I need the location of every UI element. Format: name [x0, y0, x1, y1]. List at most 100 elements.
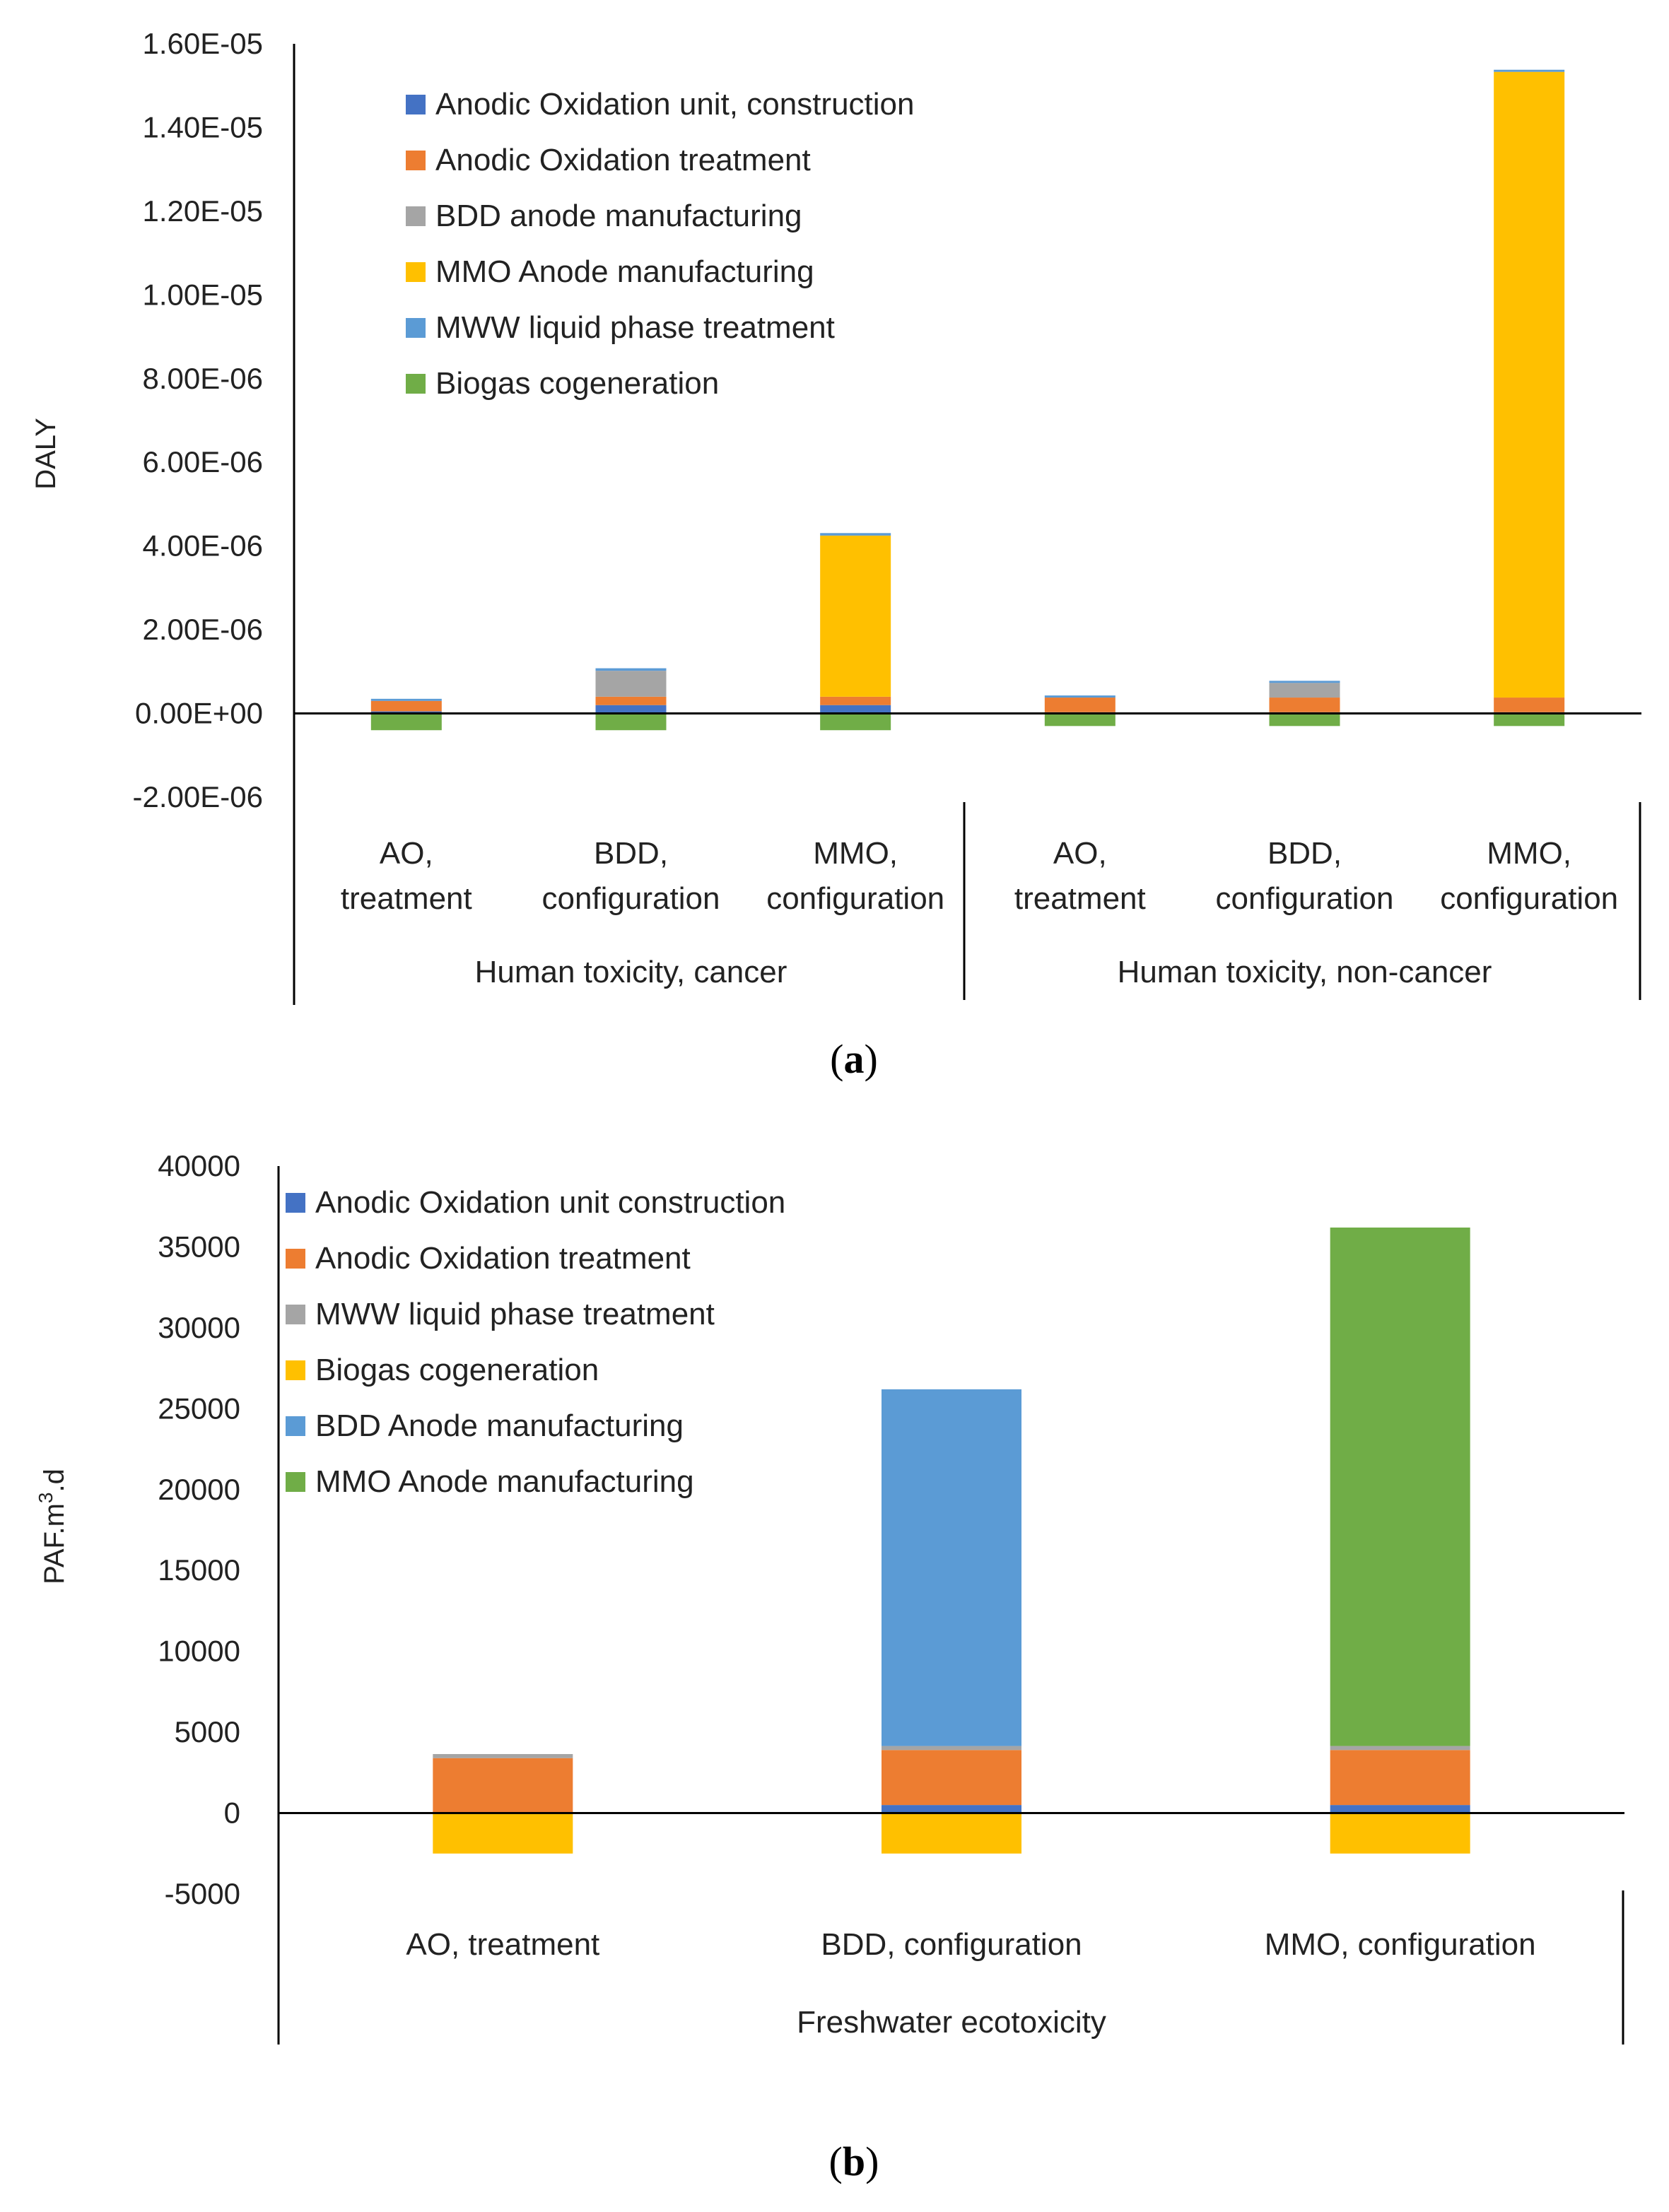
y-tick-label: 6.00E-06 [143, 445, 263, 478]
bar-segment [1269, 681, 1340, 683]
bar-segment [820, 535, 891, 697]
bar-segment [1044, 695, 1115, 698]
bars [433, 1227, 1470, 1854]
y-tick-label: 15000 [158, 1553, 240, 1587]
bar-segment [370, 698, 442, 701]
category-label: BDD, [594, 836, 668, 871]
category-labels: AO, treatment BDD, configuration MMO, configu… [341, 836, 1618, 989]
y-tick-label: 0.00E+00 [135, 697, 263, 730]
y-axis-ticks: 40000 35000 30000 25000 20000 15000 10000 5000 0… [158, 1149, 240, 1910]
category-label: configuration [1440, 881, 1618, 916]
bar-segment [1044, 713, 1115, 726]
bar-segment [882, 1813, 1021, 1854]
group-label: Freshwater ecotoxicity [797, 2005, 1106, 2040]
y-tick-label: 5000 [175, 1715, 240, 1748]
bar-segment [1330, 1746, 1470, 1751]
legend-label: MWW liquid phase treatment [435, 310, 835, 345]
bar-segment [1494, 71, 1565, 698]
bar-segment [595, 696, 667, 705]
bar-segment [433, 1813, 573, 1854]
y-tick-label: 0 [224, 1796, 240, 1830]
chart-a: 1.60E-05 1.40E-05 1.20E-05 1.00E-05 8.00E-06… [30, 27, 1641, 1082]
y-axis-ticks: 1.60E-05 1.40E-05 1.20E-05 1.00E-05 8.00E-06… [133, 27, 263, 813]
bar-segment [1494, 698, 1565, 712]
y-tick-label: -5000 [165, 1877, 240, 1910]
y-tick-label: 1.40E-05 [143, 110, 263, 143]
y-axis-label: DALY [30, 418, 62, 490]
legend-label: BDD anode manufacturing [435, 199, 802, 233]
chart-b: 40000 35000 30000 25000 20000 15000 10000 5000 0… [35, 1149, 1624, 2184]
y-axis-label: PAF.m3.d [35, 1469, 70, 1584]
category-label: AO, treatment [406, 1927, 599, 1962]
bar-segment [433, 1758, 573, 1813]
category-label: BDD, configuration [821, 1927, 1082, 1962]
legend-label: MMO Anode manufacturing [315, 1464, 694, 1499]
bar-segment [595, 705, 667, 714]
category-label: configuration [542, 881, 720, 916]
y-tick-label: 8.00E-06 [143, 362, 263, 395]
bar-segment [882, 1746, 1021, 1751]
figure-caption-b: (b) [829, 2139, 879, 2184]
category-label: treatment [1014, 881, 1146, 916]
figure-caption-a: (a) [830, 1036, 878, 1082]
bar-segment [1330, 1227, 1470, 1746]
y-tick-label: 2.00E-06 [143, 613, 263, 646]
legend-label: Biogas cogeneration [435, 366, 719, 401]
y-tick-label: 30000 [158, 1311, 240, 1344]
category-label: MMO, [813, 836, 898, 871]
bar-segment [370, 713, 442, 731]
legend: Anodic Oxidation unit construction Anodic… [286, 1185, 785, 1499]
bar-segment [1330, 1813, 1470, 1854]
category-label: AO, [1053, 836, 1107, 871]
y-tick-label: 40000 [158, 1149, 240, 1182]
category-labels: AO, treatment BDD, configuration MMO, conf… [406, 1927, 1535, 2040]
bar-segment [433, 1754, 573, 1758]
bar-segment [882, 1389, 1021, 1746]
y-tick-label: 20000 [158, 1473, 240, 1506]
category-label: BDD, [1267, 836, 1342, 871]
bar-segment [820, 705, 891, 714]
bar-segment [595, 671, 667, 697]
legend-swatch [286, 1249, 305, 1269]
legend-swatch [406, 374, 426, 394]
category-label: configuration [766, 881, 944, 916]
y-tick-label: 35000 [158, 1230, 240, 1263]
bar-segment [1330, 1805, 1470, 1813]
y-tick-label: 25000 [158, 1392, 240, 1425]
bars [370, 69, 1565, 731]
category-label: treatment [341, 881, 472, 916]
legend-label: Anodic Oxidation treatment [435, 143, 811, 177]
y-tick-label: 4.00E-06 [143, 529, 263, 563]
y-tick-label: 10000 [158, 1635, 240, 1668]
legend-label: Anodic Oxidation unit, construction [435, 87, 915, 122]
bar-segment [1269, 683, 1340, 698]
legend-label: Anodic Oxidation unit construction [315, 1185, 785, 1220]
legend-swatch [406, 318, 426, 338]
legend-label: Anodic Oxidation treatment [315, 1241, 691, 1276]
category-label: MMO, configuration [1265, 1927, 1536, 1962]
bar-segment [1269, 698, 1340, 712]
group-label: Human toxicity, cancer [475, 955, 787, 989]
bar-segment [1494, 713, 1565, 726]
bar-segment [595, 713, 667, 731]
bar-segment [1494, 69, 1565, 72]
legend-swatch [286, 1305, 305, 1324]
legend-swatch [286, 1472, 305, 1492]
legend-label: MWW liquid phase treatment [315, 1297, 715, 1331]
y-tick-label: -2.00E-06 [133, 780, 263, 813]
bar-segment [820, 533, 891, 536]
bar-segment [820, 713, 891, 731]
legend-swatch [406, 206, 426, 226]
y-tick-label: 1.00E-05 [143, 278, 263, 311]
legend-swatch [286, 1193, 305, 1213]
y-tick-label: 1.60E-05 [143, 27, 263, 60]
legend: Anodic Oxidation unit, construction Anodi… [406, 87, 915, 401]
category-label: configuration [1216, 881, 1394, 916]
bar-segment [882, 1750, 1021, 1806]
legend-swatch [406, 95, 426, 114]
category-label: MMO, [1487, 836, 1571, 871]
bar-segment [595, 668, 667, 671]
bar-segment [1330, 1750, 1470, 1806]
bar-segment [1044, 698, 1115, 712]
